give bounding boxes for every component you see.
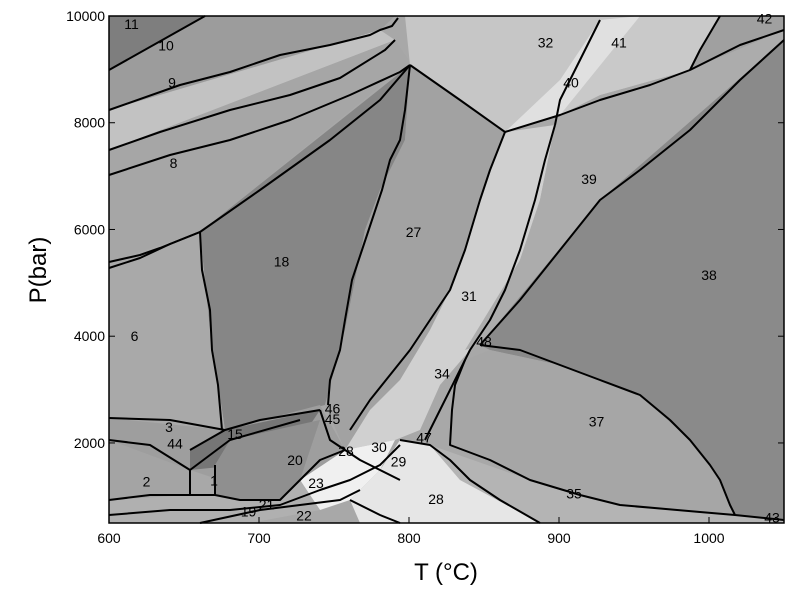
field-label: 34 <box>434 366 450 382</box>
field-label: 20 <box>287 452 303 468</box>
field-label: 19 <box>241 503 257 519</box>
field-fills <box>109 16 784 523</box>
x-axis-title: T (°C) <box>414 559 478 586</box>
y-tick-label: 6000 <box>74 221 105 237</box>
y-tick-label: 10000 <box>66 8 105 24</box>
field-label: 18 <box>274 253 290 269</box>
y-tick-label: 4000 <box>74 328 105 344</box>
field-label: 11 <box>124 16 139 32</box>
field-label: 15 <box>227 426 243 442</box>
plot-frame <box>108 15 785 524</box>
field-label: 22 <box>296 508 312 524</box>
x-tick-label: 900 <box>547 530 571 546</box>
field-label: 46 <box>325 400 341 416</box>
field-label: 1 <box>210 472 218 488</box>
field-label: 44 <box>167 435 183 451</box>
field-label: 2 <box>143 473 151 489</box>
field-label: 48 <box>476 334 492 350</box>
field-label: 30 <box>371 439 387 455</box>
y-axis-ticks: 2000 4000 6000 8000 10000 <box>66 8 784 451</box>
field-label: 3 <box>165 419 173 435</box>
y-tick-label: 2000 <box>74 435 105 451</box>
field-label: 10 <box>158 37 174 53</box>
field-label: 23 <box>308 475 324 491</box>
field-label: 40 <box>563 75 579 91</box>
field-label: 41 <box>611 35 627 51</box>
field-label: 8 <box>170 155 178 171</box>
y-tick-label: 8000 <box>74 115 105 131</box>
field-label: 35 <box>566 486 582 502</box>
field-label: 32 <box>538 35 554 51</box>
field-label: 9 <box>168 75 176 91</box>
field-label: 38 <box>701 267 717 283</box>
field-label: 39 <box>581 171 597 187</box>
field-label: 31 <box>461 288 477 304</box>
field-label: 6 <box>131 328 139 344</box>
field-label: 47 <box>416 430 432 446</box>
field-label: 27 <box>406 224 422 240</box>
field-boundaries <box>108 15 785 524</box>
field-label: 42 <box>757 11 773 27</box>
field-label: 43 <box>764 510 780 526</box>
field-label: 37 <box>589 414 605 430</box>
field-label: 21 <box>259 496 275 512</box>
x-tick-label: 700 <box>247 530 271 546</box>
field-label: 45 <box>325 411 341 427</box>
x-tick-label: 1000 <box>693 530 724 546</box>
x-tick-label: 800 <box>397 530 421 546</box>
field-label: 28 <box>338 443 354 459</box>
x-tick-label: 600 <box>97 530 121 546</box>
field-label: 29 <box>391 454 407 470</box>
field-label: 28 <box>428 491 444 507</box>
x-axis-ticks: 600 700 800 900 1000 <box>97 517 725 546</box>
y-axis-title: P(bar) <box>25 237 52 304</box>
